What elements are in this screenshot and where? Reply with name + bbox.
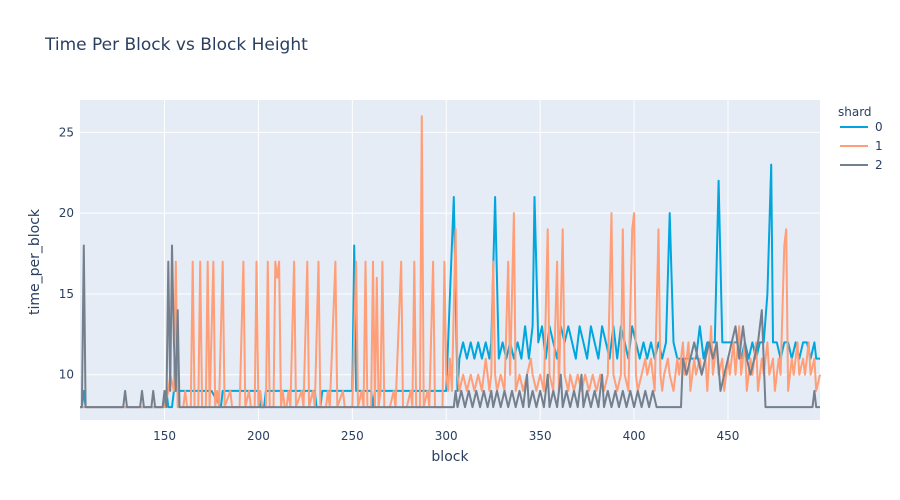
legend: shard 0 1 2 [838, 105, 883, 172]
y-tick-label: 25 [59, 125, 74, 139]
legend-label-2: 2 [875, 158, 883, 172]
x-tick-label: 300 [435, 429, 458, 443]
legend-label-1: 1 [875, 139, 883, 153]
series-line-2 [80, 244, 820, 409]
y-axis-title: time_per_block [27, 208, 43, 315]
legend-label-0: 0 [875, 120, 883, 134]
y-tick-label: 10 [59, 368, 74, 382]
x-tick-label: 350 [529, 429, 552, 443]
x-tick-label: 250 [341, 429, 364, 443]
legend-title: shard [838, 105, 872, 119]
y-tick-label: 15 [59, 287, 74, 301]
y-tick-label: 20 [59, 206, 74, 220]
series-lines [80, 115, 821, 409]
x-axis-title: block [431, 449, 469, 465]
x-tick-label: 150 [153, 429, 176, 443]
x-tick-label: 400 [623, 429, 646, 443]
x-tick-label: 200 [247, 429, 270, 443]
tick-labels: 150 200 250 300 350 400 450 10 15 20 25 [59, 125, 740, 443]
chart-title: Time Per Block vs Block Height [44, 35, 308, 55]
x-tick-label: 450 [717, 429, 740, 443]
